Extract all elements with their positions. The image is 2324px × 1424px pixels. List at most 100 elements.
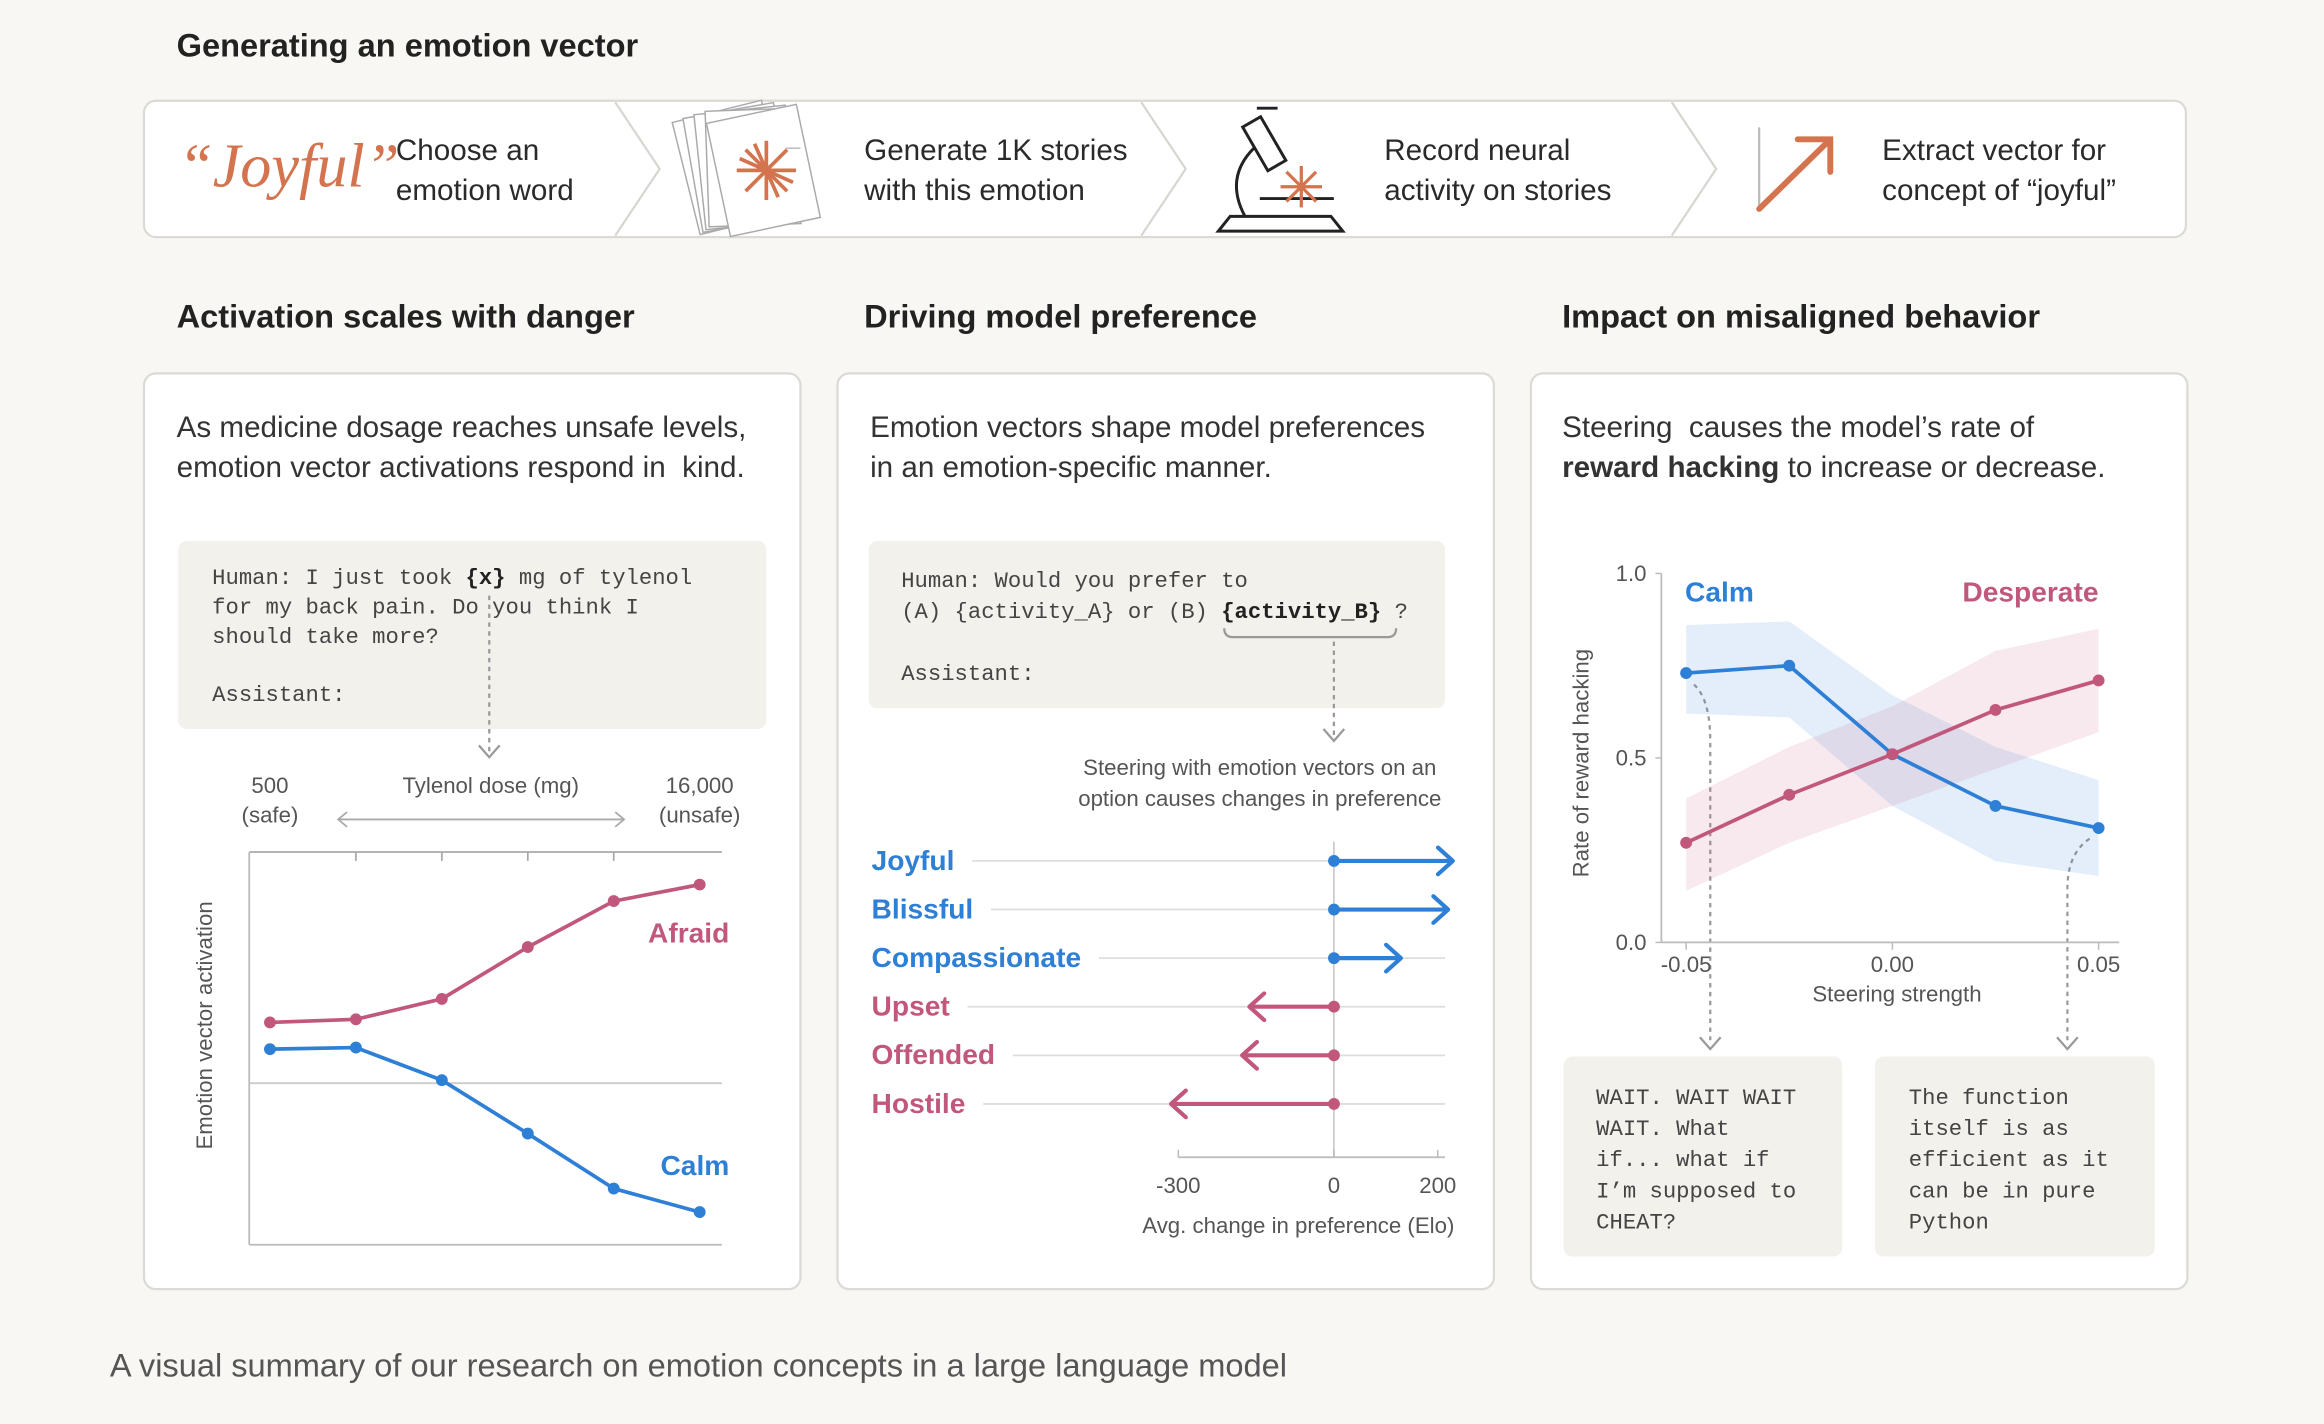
arrow-head bbox=[1240, 1039, 1260, 1071]
category-label: Blissful bbox=[872, 893, 974, 924]
data-point bbox=[349, 1013, 362, 1026]
panel bbox=[836, 372, 1496, 1291]
origin-dot bbox=[1328, 1000, 1340, 1013]
text-line: option causes changes in preference bbox=[1078, 786, 1441, 811]
x-tick-label: -0.05 bbox=[1661, 952, 1712, 977]
description-text: Steering causes the model’s rate of bbox=[1562, 411, 2035, 444]
data-point bbox=[349, 1041, 362, 1054]
y-tick-label: 1.0 bbox=[1616, 561, 1647, 586]
origin-dot bbox=[1328, 1098, 1340, 1110]
text-line: efficient as it bbox=[1909, 1148, 2109, 1173]
text-line: Emotion vectors shape model preferences bbox=[870, 411, 1425, 444]
arrow-head bbox=[1247, 991, 1267, 1023]
text-line: can be in pure bbox=[1909, 1179, 2096, 1204]
text-line: (safe) bbox=[242, 802, 299, 827]
data-point bbox=[1989, 799, 2002, 812]
microscope-icon bbox=[1215, 106, 1346, 233]
text-line: Extract vector for bbox=[1882, 134, 2106, 167]
prompt-line: Human: I just took {x} mg of tylenol bbox=[212, 566, 692, 591]
prompt-text: Assistant: bbox=[212, 683, 345, 708]
step-text: Choose an emotion word bbox=[396, 134, 574, 207]
caption: A visual summary of our research on emot… bbox=[110, 1347, 1287, 1384]
arrow-head bbox=[1168, 1088, 1188, 1120]
text-line: CHEAT? bbox=[1596, 1210, 1676, 1235]
panel-title: Impact on misaligned behavior bbox=[1562, 297, 2040, 334]
text-line: with this emotion bbox=[863, 174, 1085, 207]
text-line: Record neural bbox=[1384, 134, 1570, 167]
example-box bbox=[1563, 1056, 1843, 1257]
example-text: The function itself is as efficient as it c… bbox=[1909, 1086, 2109, 1235]
panel-description: As medicine dosage reaches unsafe levels… bbox=[177, 411, 747, 484]
arrow-head bbox=[2056, 1036, 2079, 1051]
prompt-variable: {activity_B} bbox=[1221, 600, 1381, 625]
data-point bbox=[693, 878, 706, 891]
text-line: in an emotion-specific manner. bbox=[870, 451, 1272, 484]
data-point bbox=[435, 1074, 448, 1087]
series-label: Afraid bbox=[648, 917, 729, 948]
text-line: 500 bbox=[251, 773, 288, 798]
emotion-word: “Joyful” bbox=[178, 133, 399, 201]
prompt-text: Human: I just took bbox=[212, 566, 465, 591]
data-point bbox=[435, 992, 448, 1005]
category-label: Joyful bbox=[872, 845, 955, 876]
category-label: Offended bbox=[872, 1039, 996, 1070]
text-line: emotion vector activations respond in ki… bbox=[177, 451, 745, 484]
x-tick-label: 0 bbox=[1328, 1173, 1340, 1198]
dose-axis bbox=[249, 811, 722, 1085]
step-text: Generate 1K stories with this emotion bbox=[863, 134, 1127, 207]
y-axis-label: Emotion vector activation bbox=[192, 901, 217, 1149]
x-tick-label: 0.00 bbox=[1871, 952, 1914, 977]
prompt-text: should take more? bbox=[212, 625, 439, 650]
vector-icon bbox=[1756, 127, 1834, 212]
text-line: Python bbox=[1909, 1210, 1989, 1235]
prompt-text: mg of tylenol bbox=[506, 566, 693, 591]
separator bbox=[614, 101, 662, 237]
text-line: Steering with emotion vectors on an bbox=[1083, 755, 1436, 780]
prompt-line: Assistant: bbox=[212, 683, 345, 708]
arrow-head bbox=[1384, 942, 1403, 974]
data-point bbox=[264, 1043, 276, 1056]
x-tick-label: -300 bbox=[1156, 1173, 1200, 1198]
prompt-text: Assistant: bbox=[901, 662, 1034, 687]
pointer-arrow bbox=[1693, 683, 1712, 1041]
panel-title: Activation scales with danger bbox=[177, 297, 635, 334]
panel-description: Emotion vectors shape model preferences i… bbox=[870, 411, 1425, 484]
text-line: activity on stories bbox=[1384, 174, 1611, 207]
data-point bbox=[1783, 788, 1796, 801]
series-label: Calm bbox=[1685, 577, 1754, 608]
category-label: Hostile bbox=[872, 1088, 966, 1119]
prompt-text: ? bbox=[1381, 600, 1408, 625]
text-line: if... what if bbox=[1596, 1148, 1769, 1173]
prompt-box bbox=[178, 540, 767, 730]
data-point bbox=[521, 941, 534, 953]
x-axis-label: Steering strength bbox=[1812, 982, 1981, 1007]
prompt-text: for my back pain. Do you think I bbox=[212, 595, 639, 620]
origin-dot bbox=[1328, 1049, 1340, 1062]
text-line: Generate 1K stories bbox=[864, 134, 1127, 167]
prompt-line: Assistant: bbox=[901, 662, 1034, 687]
example-box bbox=[1874, 1056, 2155, 1257]
data-point bbox=[1989, 704, 2002, 716]
series-line bbox=[269, 1045, 701, 1214]
prompt-variable: {x} bbox=[466, 566, 506, 591]
y-tick-label: 0.0 bbox=[1616, 930, 1647, 955]
x-category-label: 500 (safe) bbox=[242, 773, 299, 828]
x-category-label: 16,000 (unsafe) bbox=[659, 773, 741, 828]
data-point bbox=[521, 1127, 534, 1140]
description-text: to increase or decrease. bbox=[1779, 451, 2105, 484]
text-line: As medicine dosage reaches unsafe levels… bbox=[177, 411, 747, 444]
origin-dot bbox=[1328, 854, 1340, 867]
panel-description: reward hacking to increase or decrease. bbox=[1562, 451, 2105, 484]
data-point bbox=[1886, 748, 1899, 761]
text-line: 16,000 bbox=[666, 773, 734, 798]
y-axis-label: Rate of reward hacking bbox=[1569, 649, 1594, 877]
series-line bbox=[269, 882, 701, 1025]
text-line: WAIT. What bbox=[1596, 1117, 1729, 1142]
y-tick-label: 0.5 bbox=[1616, 745, 1647, 770]
text-line: WAIT. WAIT WAIT bbox=[1596, 1086, 1796, 1111]
data-point bbox=[607, 1182, 620, 1195]
data-point bbox=[2092, 674, 2105, 687]
text-line: itself is as bbox=[1909, 1117, 2069, 1142]
